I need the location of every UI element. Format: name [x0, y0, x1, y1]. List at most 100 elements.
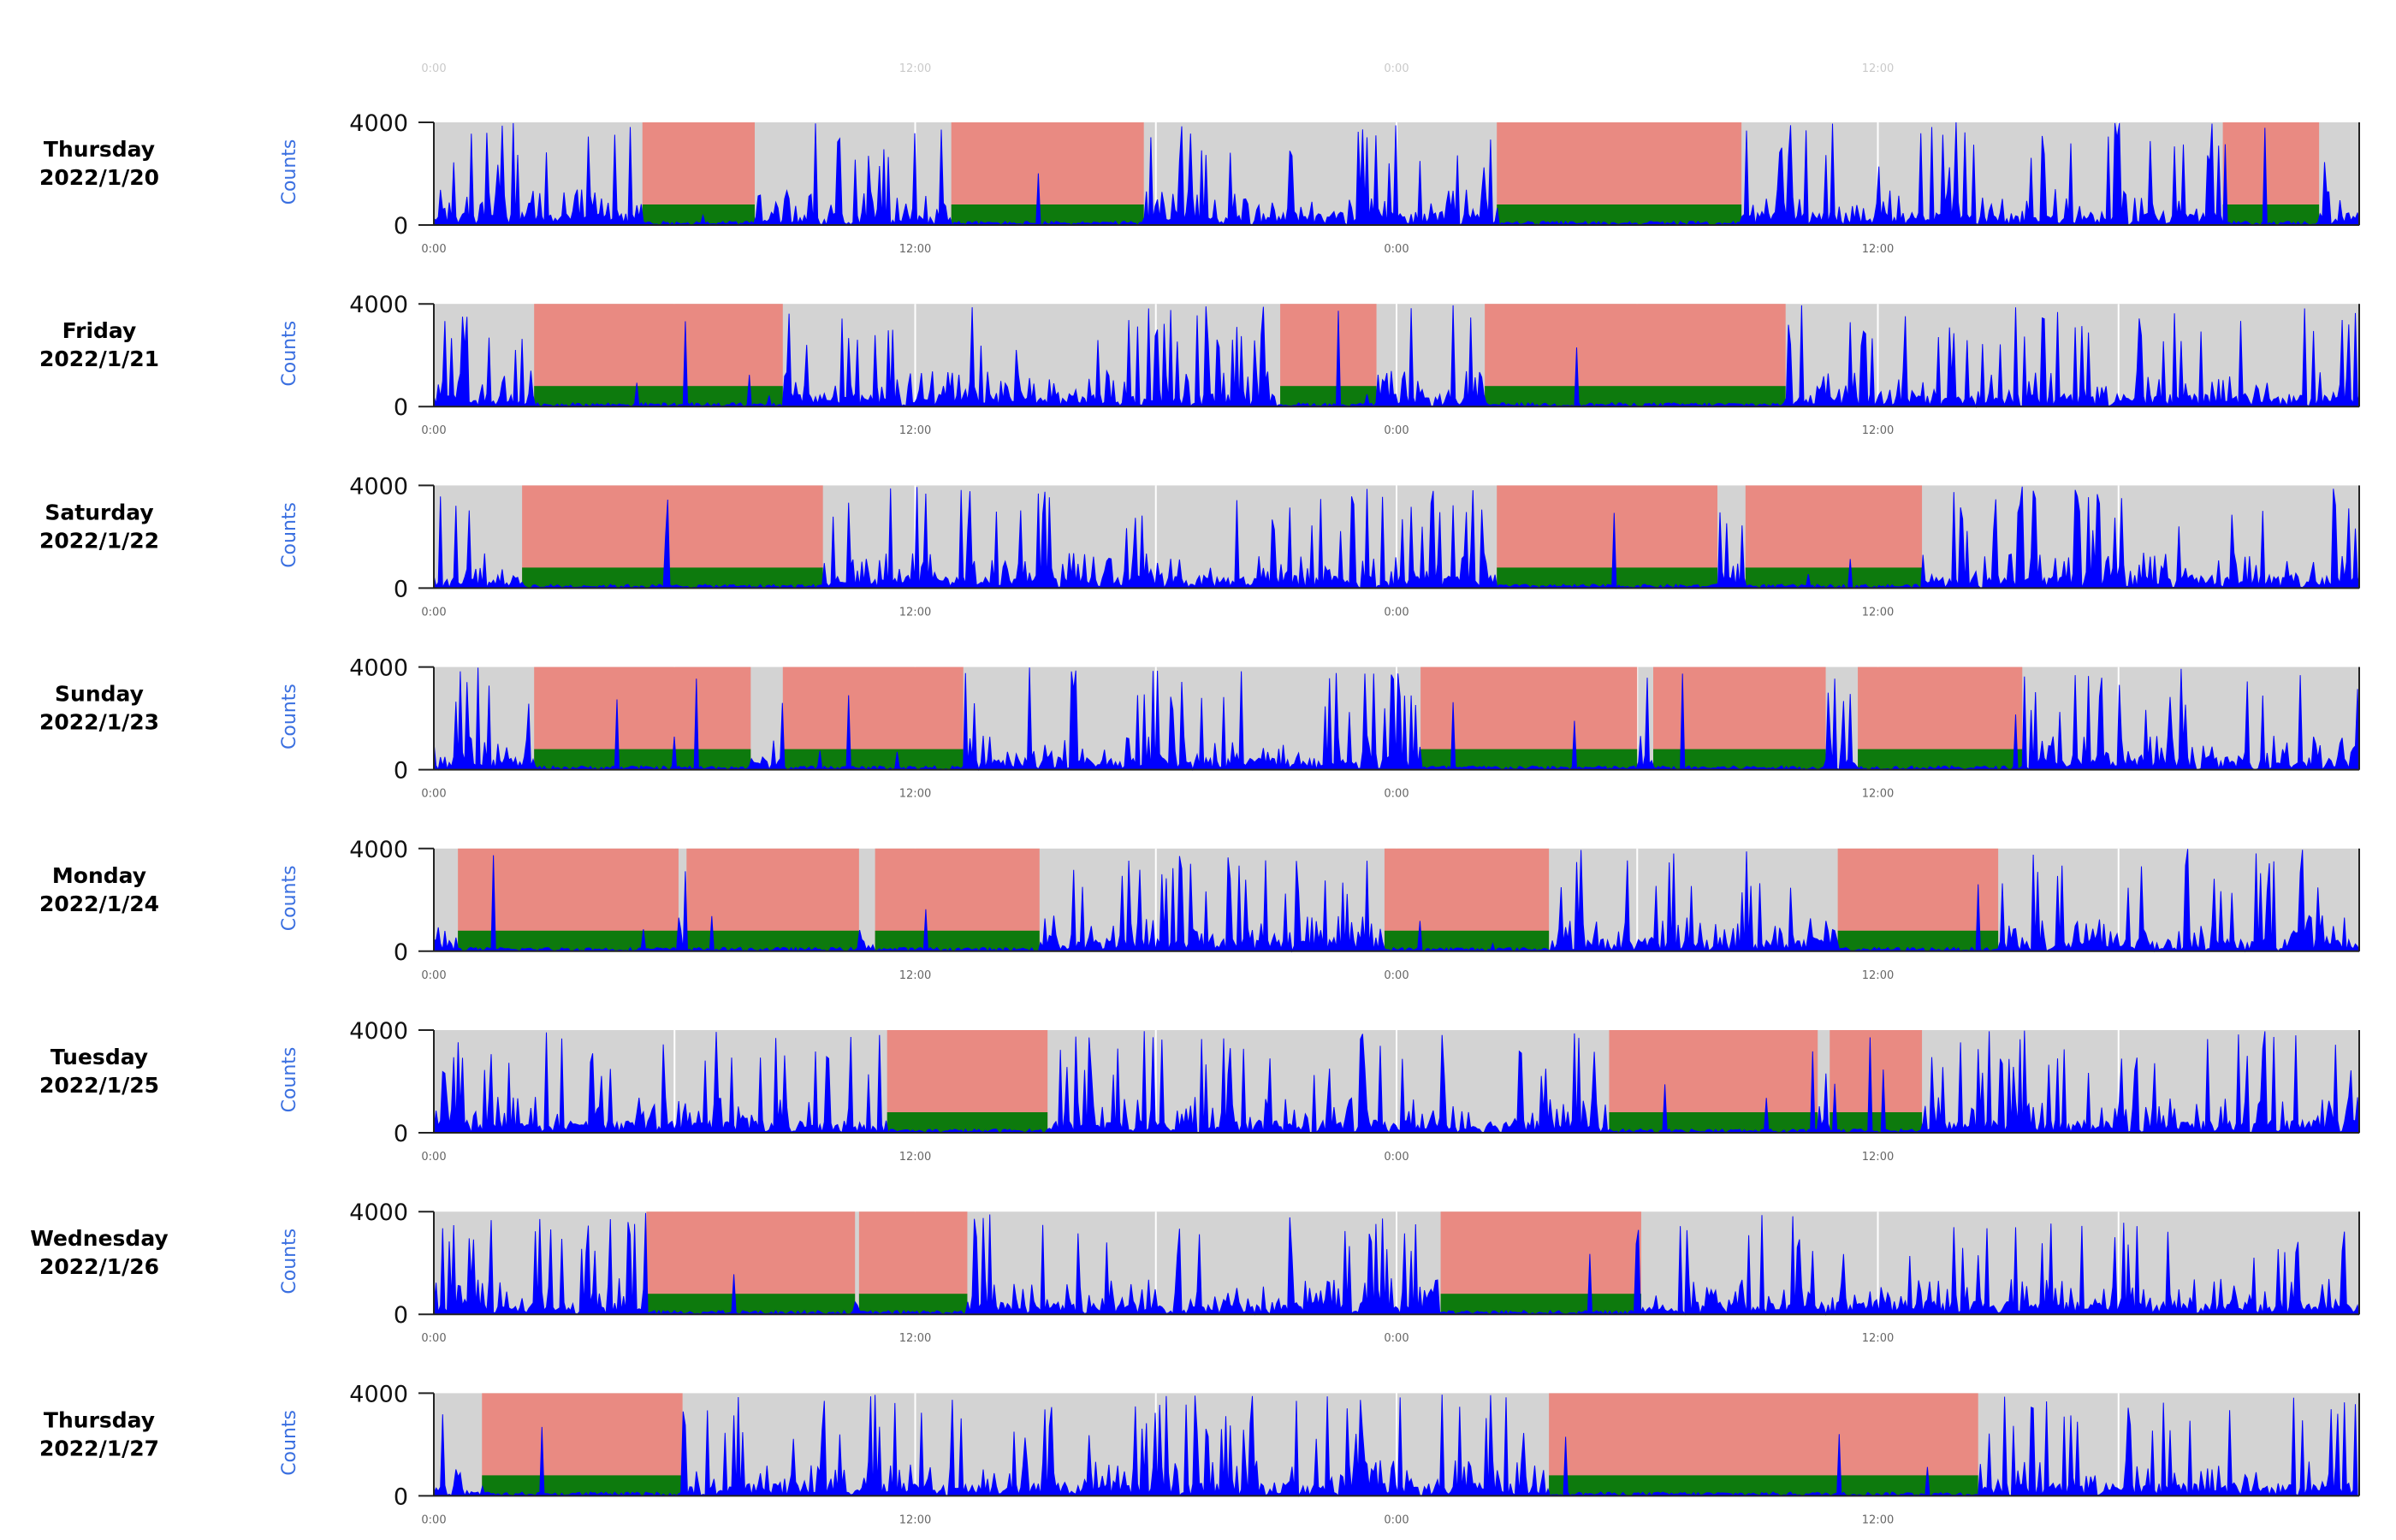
y-tick-label-max: 4000	[349, 1381, 408, 1407]
x-tick-label: 12:00	[1862, 1513, 1894, 1526]
activity-trace	[433, 1030, 2360, 1134]
y-tick-label-max: 4000	[349, 655, 408, 682]
x-tick-label: 12:00	[899, 243, 931, 256]
y-axis-label: Counts	[279, 321, 300, 387]
day-row-2: Saturday 2022/1/22 Counts 4000 0 0:00 12:00 0:0…	[39, 473, 2360, 619]
x-tick-label: 12:00	[899, 1332, 931, 1345]
top-x-tick-label: 0:00	[421, 62, 446, 75]
day-row-1: Friday 2022/1/21 Counts 4000 0 0:00 12:00 0:00 1…	[39, 292, 2360, 437]
x-tick-label: 12:00	[1862, 1151, 1894, 1164]
x-tick-label: 12:00	[899, 969, 931, 982]
x-tick-label: 0:00	[1384, 788, 1409, 801]
rest-bar-4	[1858, 749, 2023, 770]
x-tick-label: 12:00	[1862, 788, 1894, 801]
x-tick-label: 0:00	[421, 1513, 446, 1526]
rest-bar-0	[646, 1294, 856, 1315]
rest-bar-0	[887, 1112, 1048, 1133]
rest-bar-0	[482, 1475, 683, 1496]
x-tick-label: 0:00	[1384, 1151, 1409, 1164]
rest-bar-2	[1497, 204, 1742, 225]
rest-bar-1	[1549, 1475, 1978, 1496]
x-tick-label: 0:00	[421, 1332, 446, 1345]
rest-bar-2	[1830, 1112, 1923, 1133]
activity-trace	[433, 1395, 2360, 1497]
x-tick-label: 0:00	[421, 969, 446, 982]
day-name-label: Monday	[52, 863, 146, 888]
rest-bar-0	[642, 204, 755, 225]
y-axis-label: Counts	[279, 502, 300, 568]
x-tick-label: 12:00	[1862, 243, 1894, 256]
top-x-tick-label: 12:00	[1862, 62, 1894, 75]
x-tick-label: 0:00	[421, 788, 446, 801]
x-tick-label: 12:00	[1862, 424, 1894, 437]
y-tick-label-max: 4000	[349, 292, 408, 318]
rest-bar-0	[522, 567, 823, 589]
x-tick-label: 12:00	[899, 1151, 931, 1164]
day-name-label: Tuesday	[50, 1045, 148, 1069]
day-name-label: Wednesday	[30, 1226, 168, 1251]
x-tick-label: 0:00	[1384, 969, 1409, 982]
y-tick-label-zero: 0	[394, 213, 408, 240]
y-tick-label-zero: 0	[394, 394, 408, 421]
y-tick-label-zero: 0	[394, 1484, 408, 1510]
x-tick-label: 12:00	[899, 1513, 931, 1526]
activity-trace	[433, 1212, 2360, 1316]
day-date-label: 2022/1/26	[39, 1254, 159, 1279]
x-tick-label: 12:00	[899, 424, 931, 437]
top-x-tick-label: 12:00	[899, 62, 931, 75]
y-tick-label-zero: 0	[394, 1121, 408, 1147]
rest-bar-1	[858, 1294, 968, 1315]
y-tick-label-zero: 0	[394, 1302, 408, 1329]
rest-bar-1	[1609, 1112, 1818, 1133]
rest-bar-3	[1384, 930, 1550, 951]
x-tick-label: 0:00	[1384, 1332, 1409, 1345]
y-axis-label: Counts	[279, 139, 300, 205]
y-tick-label-max: 4000	[349, 837, 408, 863]
day-row-3: Sunday 2022/1/23 Counts 4000 0 0:00 12:00 0:00 1…	[39, 655, 2360, 801]
y-tick-label-max: 4000	[349, 1199, 408, 1226]
y-tick-label-max: 4000	[349, 473, 408, 500]
day-date-label: 2022/1/21	[39, 346, 159, 371]
rest-bar-2	[1440, 1294, 1641, 1315]
rest-bar-2	[1485, 386, 1786, 407]
activity-trace	[433, 486, 2360, 589]
x-tick-label: 0:00	[421, 1151, 446, 1164]
activity-trace	[433, 305, 2360, 409]
y-tick-label-zero: 0	[394, 939, 408, 966]
y-tick-label-max: 4000	[349, 1018, 408, 1045]
rest-bar-2	[1745, 567, 1923, 589]
y-tick-label-max: 4000	[349, 110, 408, 137]
day-date-label: 2022/1/25	[39, 1073, 159, 1098]
x-tick-label: 0:00	[1384, 1513, 1409, 1526]
x-tick-label: 0:00	[421, 606, 446, 619]
rest-bar-2	[1420, 749, 1638, 770]
rest-bar-4	[1837, 930, 1999, 951]
y-tick-label-zero: 0	[394, 576, 408, 602]
day-date-label: 2022/1/27	[39, 1436, 159, 1460]
activity-trace	[433, 849, 2360, 953]
day-date-label: 2022/1/24	[39, 891, 159, 916]
x-tick-label: 12:00	[899, 788, 931, 801]
day-name-label: Thursday	[44, 137, 155, 162]
day-name-label: Friday	[62, 318, 137, 343]
x-tick-label: 12:00	[1862, 1332, 1894, 1345]
day-name-label: Sunday	[55, 682, 144, 707]
day-date-label: 2022/1/22	[39, 528, 159, 553]
x-tick-label: 12:00	[899, 606, 931, 619]
x-tick-label: 12:00	[1862, 606, 1894, 619]
y-tick-label-zero: 0	[394, 758, 408, 785]
y-axis-label: Counts	[279, 865, 300, 931]
day-name-label: Saturday	[44, 500, 153, 524]
day-date-label: 2022/1/23	[39, 710, 159, 735]
top-x-tick-label: 0:00	[1384, 62, 1409, 75]
day-row-6: Wednesday 2022/1/26 Counts 4000 0 0:00 12:00 0:…	[30, 1199, 2360, 1345]
x-tick-label: 12:00	[1862, 969, 1894, 982]
x-tick-label: 0:00	[421, 424, 446, 437]
y-axis-label: Counts	[279, 1410, 300, 1476]
rest-bar-0	[534, 749, 751, 770]
x-tick-label: 0:00	[1384, 243, 1409, 256]
activity-trace	[433, 121, 2360, 227]
day-row-4: Monday 2022/1/24 Counts 4000 0 0:00 12:00 0:00 1…	[39, 837, 2360, 982]
y-axis-label: Counts	[279, 1229, 300, 1294]
